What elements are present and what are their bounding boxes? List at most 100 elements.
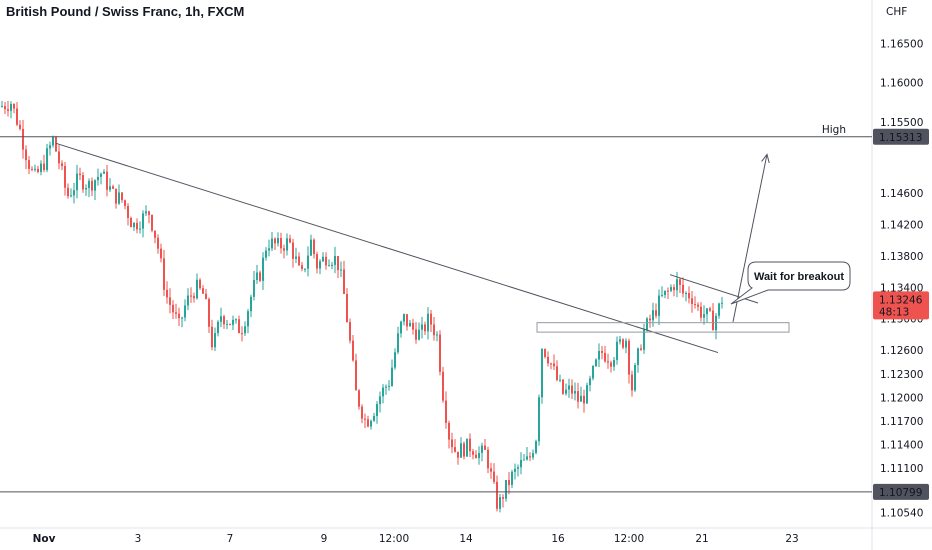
candle-body — [115, 188, 117, 204]
candle-body — [265, 250, 267, 258]
candle-body — [307, 255, 309, 269]
candle-body — [229, 323, 231, 325]
candle-body — [97, 176, 99, 181]
candle-body — [616, 341, 618, 360]
price-tick-label: 1.11400 — [880, 440, 923, 452]
candle-body — [238, 319, 240, 334]
candle-body — [196, 279, 198, 299]
candle-body — [274, 238, 276, 244]
candle-body — [523, 459, 525, 461]
candle-body — [151, 214, 153, 231]
candle-body — [694, 304, 696, 306]
candle-body — [622, 339, 624, 348]
candle-body — [331, 264, 333, 266]
candle-body — [559, 379, 561, 381]
candle-body — [502, 497, 504, 499]
candle-body — [43, 163, 45, 171]
candle-body — [430, 313, 432, 325]
candle-body — [349, 322, 351, 341]
candle-body — [382, 387, 384, 397]
candle-body — [400, 321, 402, 334]
candle-body — [604, 352, 606, 362]
candle-body — [73, 190, 75, 196]
candle-body — [439, 334, 441, 372]
candle-body — [187, 295, 189, 306]
candle-body — [436, 334, 438, 336]
candle-body — [100, 173, 102, 177]
candle-body — [37, 168, 39, 172]
candle-body — [592, 365, 594, 379]
candle-body — [376, 404, 378, 417]
currency-label: CHF — [886, 6, 907, 18]
price-tick-label: 1.11700 — [880, 416, 923, 428]
candle-body — [13, 103, 15, 109]
time-axis: Nov 3 7 9 12:00 14 16 12:00 21 23 — [33, 533, 799, 545]
candle-body — [688, 293, 690, 299]
candle-body — [607, 361, 609, 363]
candle-body — [316, 254, 318, 269]
candle-body — [277, 237, 279, 244]
candle-body — [577, 391, 579, 402]
candle-body — [712, 310, 714, 331]
candle-body — [325, 256, 327, 266]
candle-body — [70, 195, 72, 197]
candle-body — [475, 454, 477, 459]
candle-body — [244, 326, 246, 334]
candle-body — [580, 395, 582, 402]
drawings[interactable]: High Wait for breakout — [0, 124, 872, 493]
candle-body — [313, 239, 315, 255]
candle-body — [550, 363, 552, 365]
candle-body — [28, 160, 30, 169]
candle-body — [67, 187, 69, 197]
candle-body — [562, 379, 564, 394]
candle-body — [526, 456, 528, 460]
candle-body — [4, 106, 6, 110]
candle-body — [310, 239, 312, 256]
candle-body — [637, 348, 639, 365]
support-box — [536, 322, 790, 333]
candle-body — [112, 186, 114, 189]
candle-body — [199, 279, 201, 289]
candle-body — [94, 180, 96, 191]
price-tick-label: 1.10540 — [880, 507, 923, 519]
candle-body — [403, 314, 405, 322]
candle-body — [61, 163, 63, 166]
candle-body — [109, 186, 111, 190]
candle-body — [478, 452, 480, 459]
candle-body — [328, 265, 330, 267]
candle-body — [181, 317, 183, 319]
candle-body — [517, 467, 519, 469]
candle-body — [127, 205, 129, 218]
candle-body — [241, 333, 243, 335]
price-axis: CHF 1.16500 1.16000 1.15500 1.14600 1.14200 1.… — [873, 6, 929, 519]
time-tick-label: 7 — [227, 533, 234, 545]
candle-body — [421, 324, 423, 330]
candle-body — [556, 366, 558, 380]
candle-body — [1, 106, 3, 108]
candle-body — [271, 238, 273, 249]
price-tick-label: 1.13400 — [880, 282, 923, 294]
candle-body — [172, 304, 174, 313]
candle-body — [25, 149, 27, 161]
candle-body — [496, 481, 498, 509]
high-label: High — [822, 124, 846, 136]
price-tick-label: 1.14600 — [880, 188, 923, 200]
candle-body — [583, 395, 585, 404]
candle-body — [646, 318, 648, 330]
candle-body — [409, 322, 411, 327]
candle-body — [463, 443, 465, 457]
price-tick-label: 1.12000 — [880, 392, 923, 404]
candle-body — [532, 452, 534, 458]
candle-body — [19, 124, 21, 129]
candle-body — [10, 103, 12, 111]
candle-body — [76, 173, 78, 191]
candle-body — [358, 390, 360, 407]
candle-body — [544, 349, 546, 357]
candle-body — [571, 385, 573, 394]
candle-body — [322, 256, 324, 262]
candle-body — [85, 188, 87, 190]
price-tick-label: 1.13800 — [880, 251, 923, 263]
candle-body — [22, 128, 24, 150]
candle-body — [256, 272, 258, 280]
